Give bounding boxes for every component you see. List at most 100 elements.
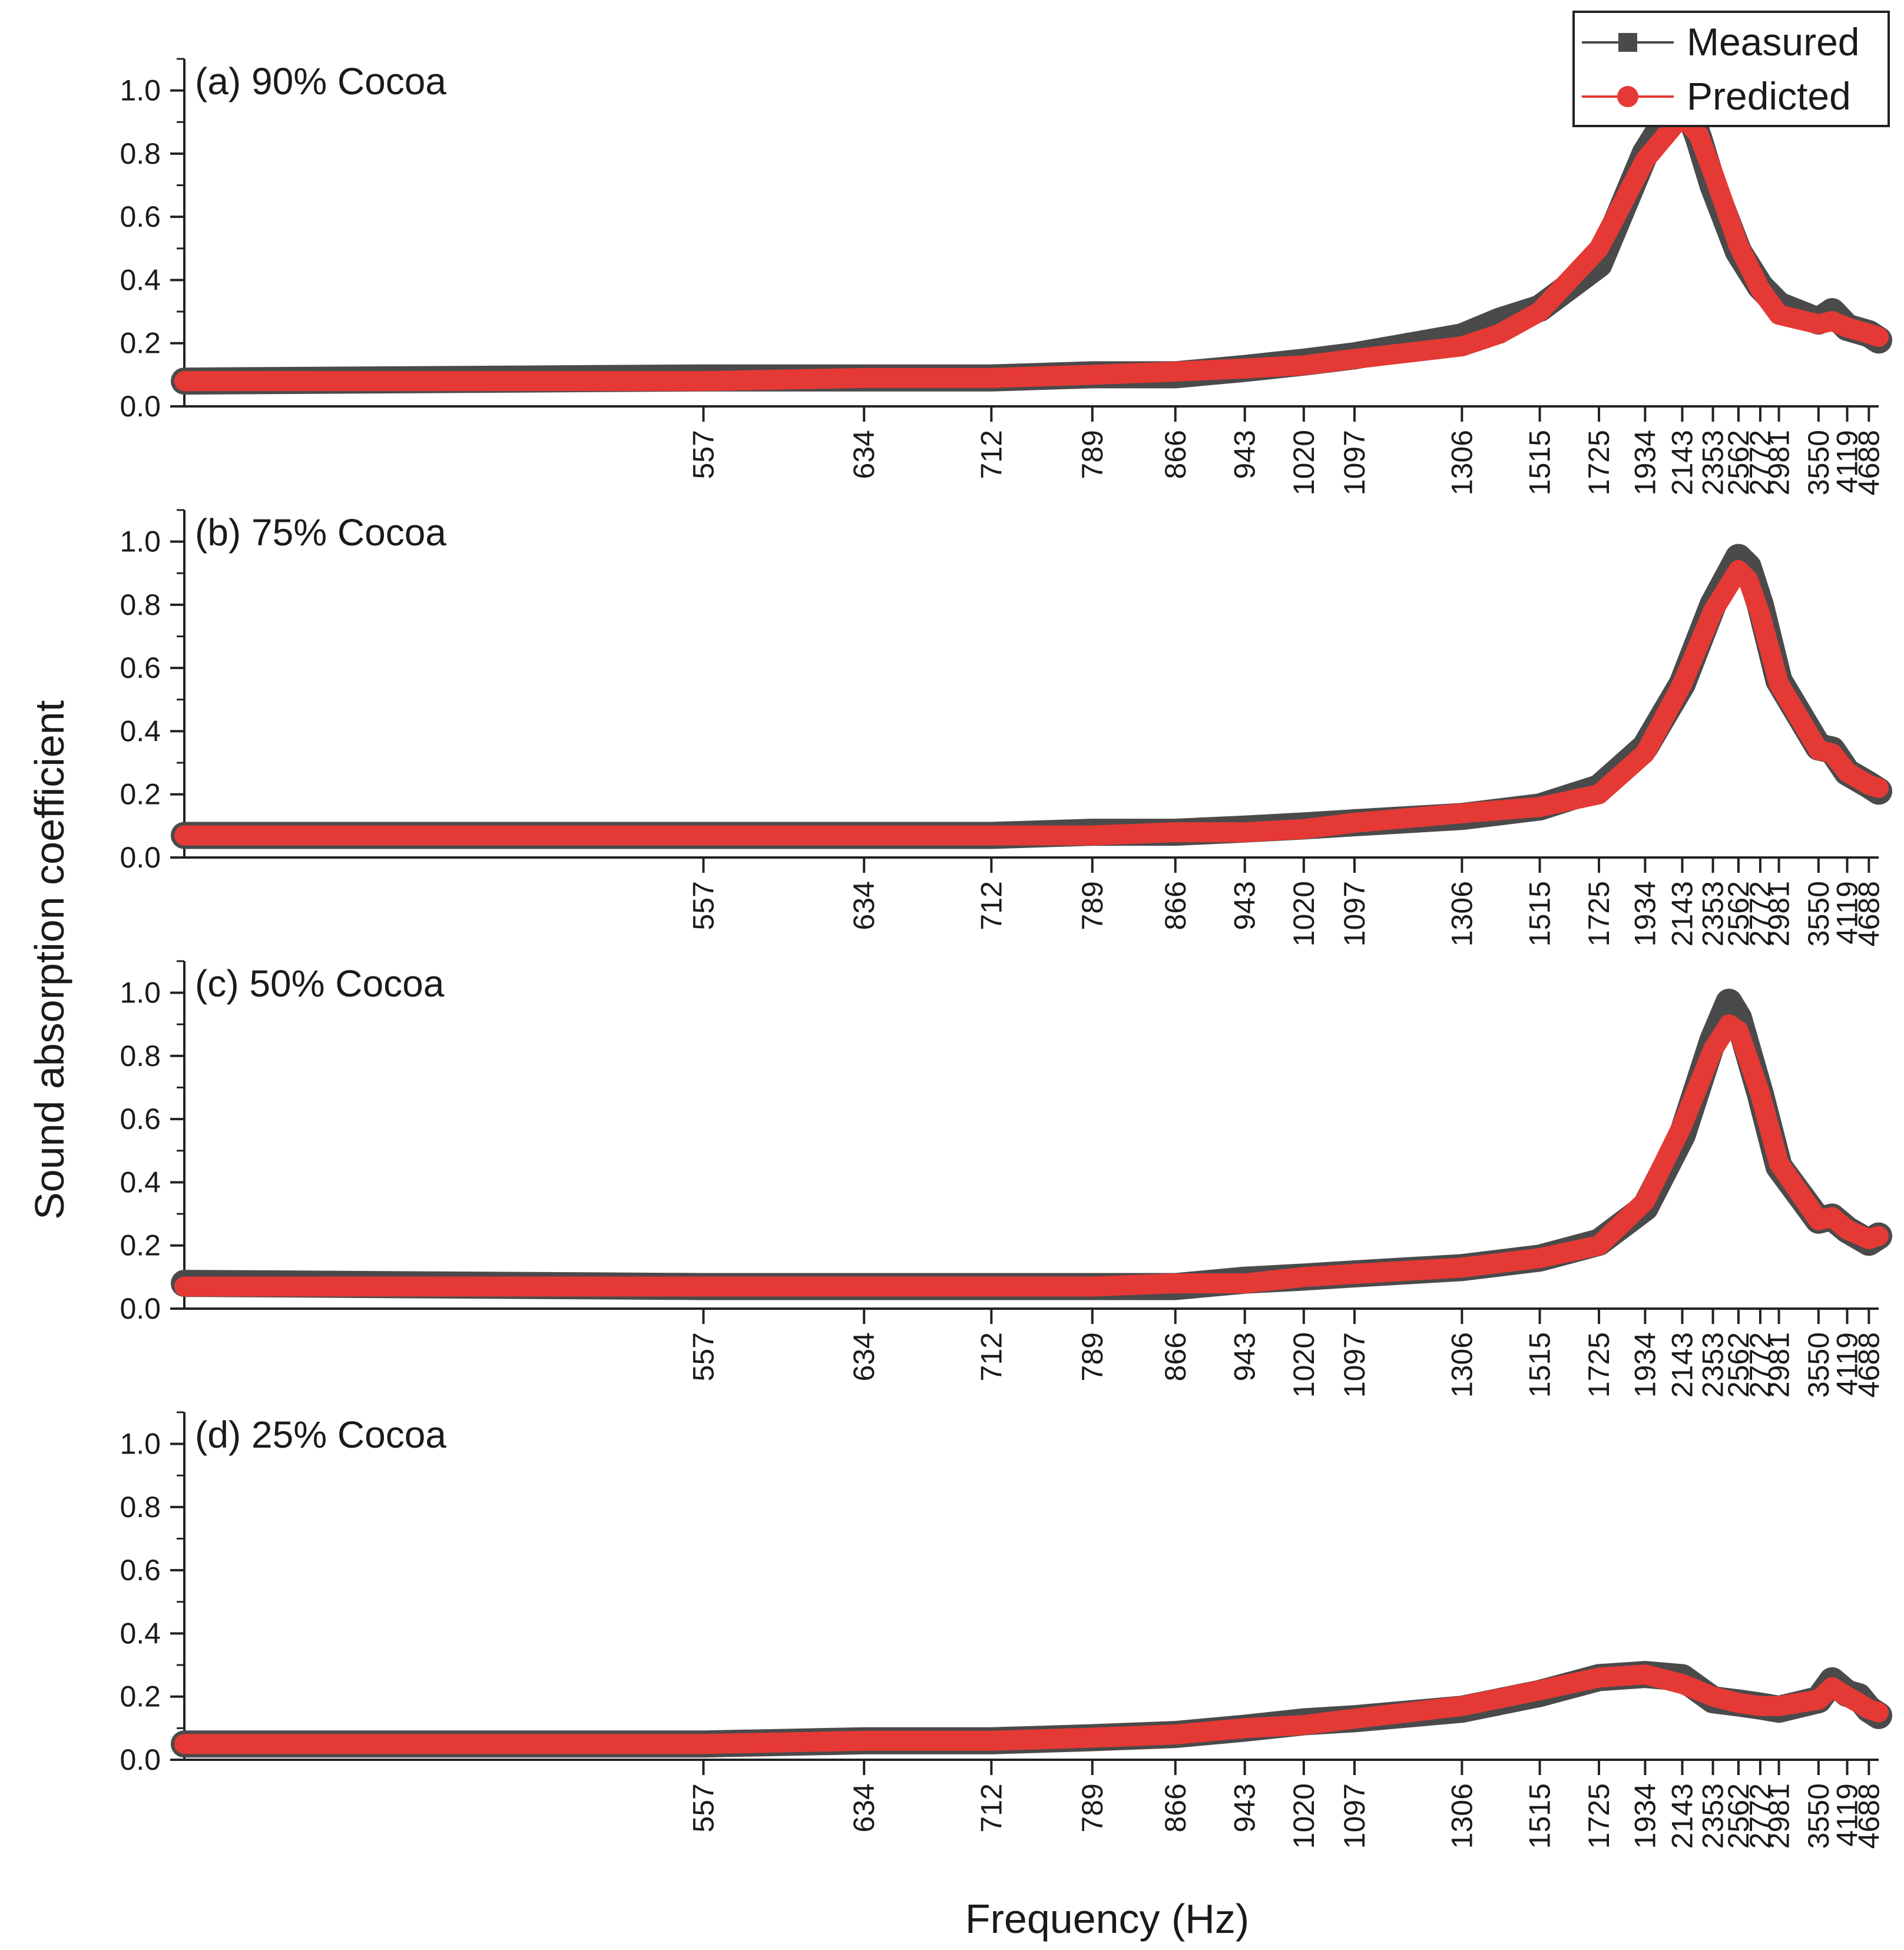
x-tick-label: 1934: [1628, 881, 1661, 946]
x-tick-label: 2562: [1722, 430, 1755, 495]
x-tick-label: 4119: [1830, 1783, 1863, 1847]
legend-label: Measured: [1687, 20, 1860, 64]
y-tick-label: 0.2: [120, 1229, 161, 1262]
y-tick-label: 0.4: [120, 714, 161, 747]
x-tick-label: 1020: [1287, 1332, 1320, 1398]
x-tick-label: 712: [975, 881, 1008, 930]
x-tick-label: 943: [1229, 1783, 1261, 1832]
x-tick-label: 866: [1159, 430, 1192, 479]
x-tick-label: 4688: [1852, 1332, 1885, 1398]
y-tick-label: 0.8: [120, 1491, 161, 1524]
x-tick-label: 1306: [1445, 1783, 1478, 1849]
x-tick-label: 2981: [1763, 881, 1796, 946]
y-tick-label: 1.0: [120, 1428, 161, 1461]
predicted-series-line: [174, 1014, 1889, 1297]
x-tick-label: 1725: [1582, 881, 1615, 946]
x-tick-label: 1097: [1338, 881, 1371, 946]
panel-title: (c) 50% Cocoa: [195, 962, 445, 1005]
x-tick-label: 4688: [1852, 430, 1885, 495]
x-tick-label: 2143: [1665, 1332, 1698, 1398]
x-tick-label: 1725: [1582, 1332, 1615, 1398]
y-tick-label: 0.8: [120, 1039, 161, 1072]
x-tick-label: 1306: [1445, 881, 1478, 946]
x-tick-label: 3550: [1802, 1783, 1835, 1849]
y-tick-label: 0.6: [120, 200, 161, 233]
x-tick-label: 1306: [1445, 430, 1478, 495]
x-tick-label: 712: [975, 1783, 1008, 1832]
predicted-series-line: [174, 559, 1889, 846]
panel-4: 0.0 0.2 0.4 0.6 0.8 1.0 557 634 712 789 866 943 1020…: [120, 1411, 1892, 1849]
x-tick-label: 2353: [1697, 430, 1730, 495]
x-tick-label: 1020: [1287, 1783, 1320, 1849]
y-tick-label: 1.0: [120, 74, 161, 107]
y-tick-label: 0.0: [120, 1292, 161, 1325]
y-tick-label: 1.0: [120, 525, 161, 558]
x-tick-label: 2772: [1744, 881, 1777, 946]
y-tick-label: 0.8: [120, 137, 161, 170]
y-tick-label: 1.0: [120, 976, 161, 1009]
x-tick-label: 1306: [1445, 1332, 1478, 1398]
panel-title: (d) 25% Cocoa: [195, 1413, 446, 1456]
x-tick-label: 1515: [1524, 881, 1557, 946]
x-tick-label: 1097: [1338, 1332, 1371, 1398]
x-tick-label: 3550: [1802, 1332, 1835, 1398]
x-tick-label: 4119: [1830, 881, 1863, 945]
x-tick-label: 1515: [1524, 1783, 1557, 1849]
x-tick-label: 4119: [1830, 430, 1863, 494]
x-tick-label: 1725: [1582, 1783, 1615, 1849]
y-tick-label: 0.0: [120, 841, 161, 874]
x-axis-label: Frequency (Hz): [965, 1896, 1249, 1942]
legend-label: Predicted: [1687, 74, 1851, 118]
x-tick-label: 2562: [1722, 1783, 1755, 1849]
x-tick-label: 4119: [1830, 1332, 1863, 1396]
x-tick-label: 2353: [1697, 1332, 1730, 1398]
panel-title: (a) 90% Cocoa: [195, 60, 446, 102]
x-tick-label: 3550: [1802, 881, 1835, 946]
panel-3: 0.0 0.2 0.4 0.6 0.8 1.0 557 634 712 789 866 943 1020…: [120, 960, 1892, 1398]
x-tick-label: 2981: [1763, 1332, 1796, 1398]
y-tick-label: 0.8: [120, 588, 161, 621]
x-tick-label: 1934: [1628, 1332, 1661, 1398]
x-tick-label: 2562: [1722, 1332, 1755, 1398]
x-tick-label: 2981: [1763, 430, 1796, 495]
panel-1: 0.0 0.2 0.4 0.6 0.8 1.0 557 634 712 789 866 943 1020…: [120, 58, 1892, 495]
x-tick-label: 557: [687, 881, 720, 930]
predicted-series-line: [174, 1664, 1889, 1754]
x-tick-label: 1097: [1338, 430, 1371, 495]
panels-group: 0.0 0.2 0.4 0.6 0.8 1.0 557 634 712 789 866 943 1020…: [120, 58, 1892, 1849]
x-tick-label: 1097: [1338, 1783, 1371, 1849]
panel-2: 0.0 0.2 0.4 0.6 0.8 1.0 557 634 712 789 866 943 1020…: [120, 509, 1892, 946]
x-tick-label: 1934: [1628, 1783, 1661, 1849]
x-tick-label: 557: [687, 430, 720, 479]
x-tick-label: 2772: [1744, 1783, 1777, 1849]
x-tick-label: 1934: [1628, 430, 1661, 495]
y-tick-label: 0.2: [120, 778, 161, 811]
y-axis-label: Sound absorption coefficient: [27, 700, 72, 1220]
x-tick-label: 712: [975, 1332, 1008, 1381]
x-tick-label: 1515: [1524, 1332, 1557, 1398]
y-tick-label: 0.6: [120, 651, 161, 684]
legend: Measured Predicted: [1572, 11, 1890, 127]
x-tick-label: 1020: [1287, 430, 1320, 495]
panel-title: (b) 75% Cocoa: [195, 511, 446, 554]
x-tick-label: 866: [1159, 881, 1192, 930]
x-tick-label: 943: [1229, 881, 1261, 930]
y-tick-label: 0.2: [120, 1680, 161, 1713]
y-tick-label: 0.2: [120, 327, 161, 360]
x-tick-label: 712: [975, 430, 1008, 479]
x-tick-label: 2772: [1744, 1332, 1777, 1398]
y-tick-label: 0.0: [120, 390, 161, 423]
x-tick-label: 2143: [1665, 430, 1698, 495]
x-tick-label: 2772: [1744, 430, 1777, 495]
y-tick-label: 0.6: [120, 1554, 161, 1587]
y-tick-label: 0.6: [120, 1103, 161, 1135]
x-tick-label: 557: [687, 1783, 720, 1832]
x-tick-label: 789: [1076, 1332, 1109, 1381]
x-tick-label: 1020: [1287, 881, 1320, 946]
x-tick-label: 2143: [1665, 881, 1698, 946]
x-tick-label: 634: [847, 1783, 880, 1832]
x-tick-label: 634: [847, 881, 880, 930]
x-tick-label: 634: [847, 1332, 880, 1381]
x-tick-label: 789: [1076, 881, 1109, 930]
x-tick-label: 634: [847, 430, 880, 479]
